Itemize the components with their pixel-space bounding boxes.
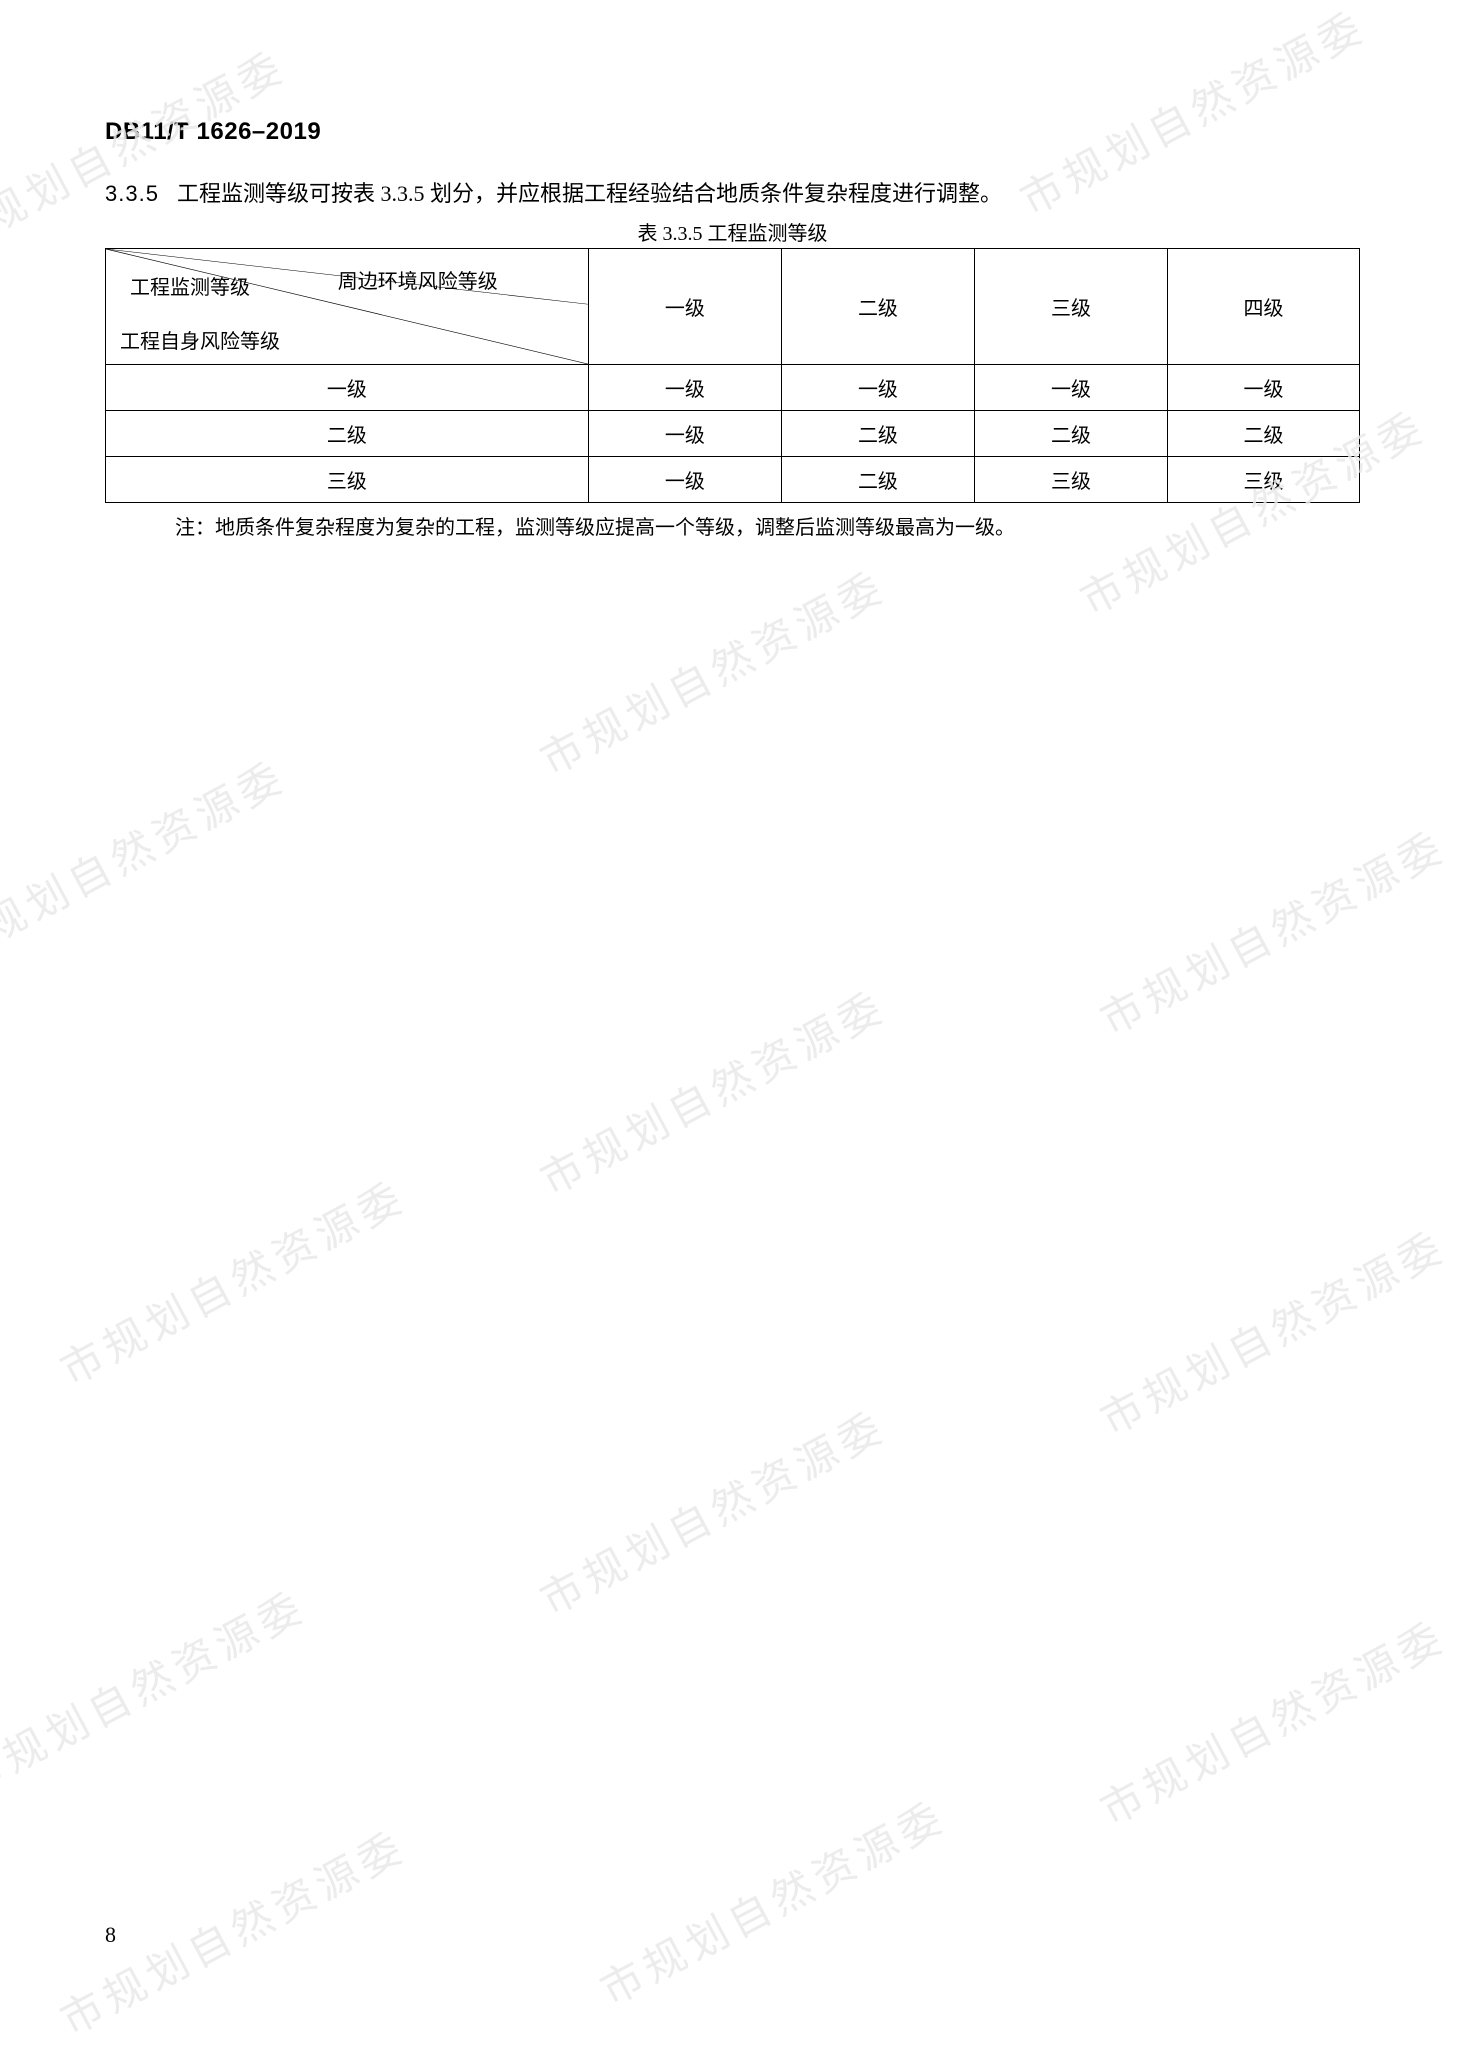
cell: 二级 [781,411,974,457]
diagonal-header-cell: 周边环境风险等级 工程监测等级 工程自身风险等级 [106,249,589,365]
table-header-row: 周边环境风险等级 工程监测等级 工程自身风险等级 一级 二级 三级 四级 [106,249,1360,365]
cell: 二级 [1168,411,1360,457]
row-head-2: 三级 [106,457,589,503]
cell: 一级 [781,365,974,411]
doc-code-prefix: DB [105,118,141,145]
diag-label-top-left: 工程监测等级 [130,271,250,300]
table-caption: 表 3.3.5 工程监测等级 [105,217,1360,246]
table-row: 一级 一级 一级 一级 一级 [106,365,1360,411]
cell: 二级 [975,411,1168,457]
row-head-0: 一级 [106,365,589,411]
diag-label-bottom-left: 工程自身风险等级 [120,325,280,354]
doc-code-rest: 11/T 1626–2019 [141,118,322,145]
clause-line: 3.3.5 工程监测等级可按表 3.3.5 划分，并应根据工程经验结合地质条件复杂… [105,176,1360,211]
row-head-1: 二级 [106,411,589,457]
cell: 三级 [1168,457,1360,503]
cell: 一级 [588,411,781,457]
header-col-3: 四级 [1168,249,1360,365]
clause-text: 工程监测等级可按表 3.3.5 划分，并应根据工程经验结合地质条件复杂程度进行调… [177,181,1002,206]
grade-table: 周边环境风险等级 工程监测等级 工程自身风险等级 一级 二级 三级 四级 一级 … [105,248,1360,503]
cell: 一级 [588,457,781,503]
page-number: 8 [105,1922,116,1948]
document-code: DB11/T 1626–2019 [105,118,1360,146]
cell: 一级 [975,365,1168,411]
table-row: 三级 一级 二级 三级 三级 [106,457,1360,503]
header-col-0: 一级 [588,249,781,365]
header-col-1: 二级 [781,249,974,365]
table-row: 二级 一级 二级 二级 二级 [106,411,1360,457]
clause-number: 3.3.5 [105,181,159,206]
diag-label-top-right: 周边环境风险等级 [338,265,498,294]
table-note: 注：地质条件复杂程度为复杂的工程，监测等级应提高一个等级，调整后监测等级最高为一… [105,511,1360,540]
header-col-2: 三级 [975,249,1168,365]
page: DB11/T 1626–2019 3.3.5 工程监测等级可按表 3.3.5 划分… [0,0,1460,2048]
cell: 二级 [781,457,974,503]
cell: 三级 [975,457,1168,503]
cell: 一级 [1168,365,1360,411]
cell: 一级 [588,365,781,411]
